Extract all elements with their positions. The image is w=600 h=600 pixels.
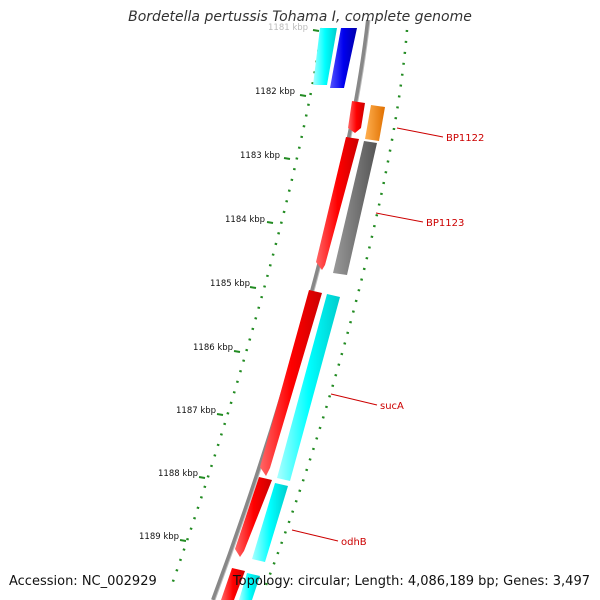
cds-blue-top [330, 28, 357, 88]
ruler-tick-label: 1188 kbp [158, 469, 198, 479]
ruler-tick-label: 1189 kbp [139, 532, 179, 542]
cds-cyan-bottom [239, 573, 260, 600]
ruler: 1181 kbp 1182 kbp 1183 kbp 1184 kbp 1185… [139, 23, 320, 542]
genome-summary-text: Topology: circular; Length: 4,086,189 bp… [232, 574, 590, 589]
gene-labels: BP1122 BP1123 sucA odhB [291, 127, 484, 548]
reverse-strand-features [221, 28, 365, 600]
feature-suca-arrow [260, 290, 322, 476]
ruler-tick-label: 1182 kbp [255, 87, 295, 97]
leader-line-suca [330, 393, 378, 406]
leader-line-bp1123 [375, 212, 424, 223]
forward-strand-cds [239, 105, 385, 600]
cds-odhb [252, 483, 288, 562]
feature-bp1123-arrow [316, 137, 359, 270]
feature-odhb-arrow [235, 477, 272, 557]
leader-line-bp1122 [396, 127, 444, 138]
genome-backbone [211, 19, 370, 600]
feature-bp1122-arrow [348, 101, 365, 133]
cds-suca [277, 294, 340, 481]
gene-label-bp1123: BP1123 [426, 218, 464, 229]
cds-bp1123 [333, 141, 377, 275]
ruler-tick-label: 1183 kbp [240, 151, 280, 161]
ruler-tick-label: 1181 kbp [268, 23, 308, 33]
gene-label-odhb: odhB [341, 537, 367, 548]
ruler-tick-label: 1186 kbp [193, 343, 233, 353]
ruler-tick-label: 1187 kbp [176, 406, 216, 416]
accession-text: Accession: NC_002929 [9, 574, 157, 589]
ruler-tick-label: 1184 kbp [225, 215, 265, 225]
map-title: Bordetella pertussis Tohama I, complete … [128, 9, 472, 25]
feature-red-bottom [221, 568, 245, 600]
leader-line-odhb [291, 529, 339, 542]
cds-cyan-top [313, 28, 337, 85]
cds-bp1122 [365, 105, 385, 141]
ruler-tick-label: 1185 kbp [210, 279, 250, 289]
gene-label-bp1122: BP1122 [446, 133, 484, 144]
gene-label-suca: sucA [380, 401, 404, 412]
